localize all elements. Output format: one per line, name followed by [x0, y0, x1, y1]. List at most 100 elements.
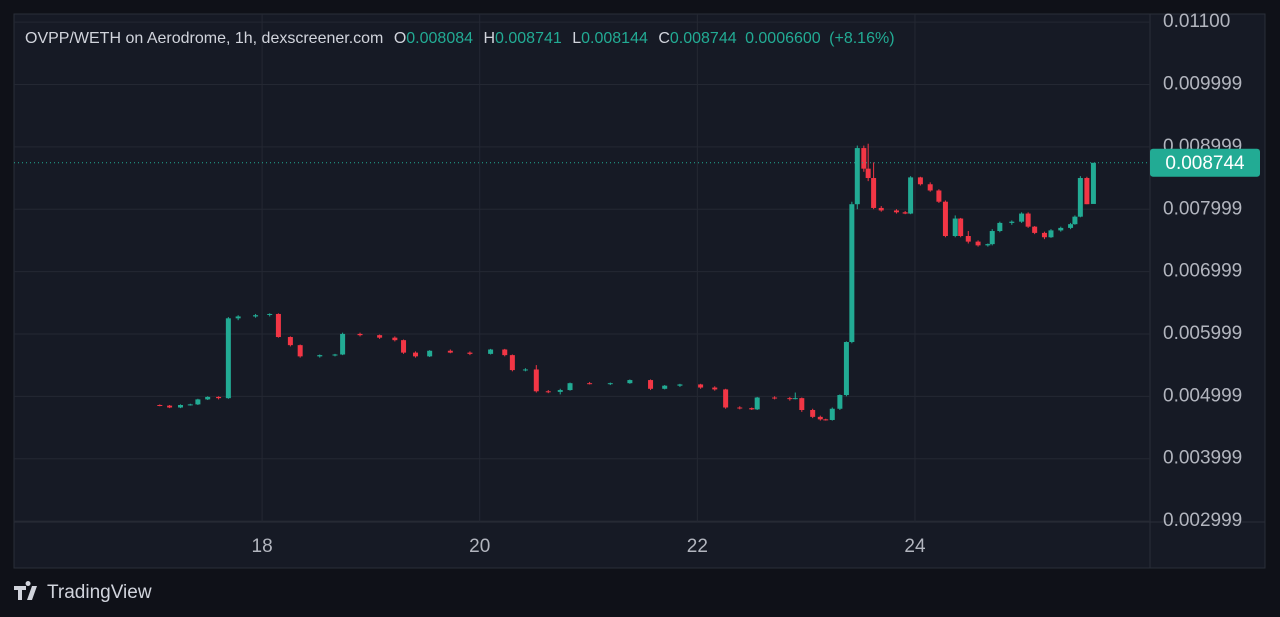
candle-body [712, 387, 718, 390]
candle-body [357, 333, 363, 336]
candle-body [392, 337, 398, 341]
candle-body [878, 207, 884, 211]
candle-body [195, 399, 201, 405]
x-tick-label: 24 [904, 536, 926, 557]
candle-body [1077, 178, 1083, 217]
candle-body [861, 148, 867, 169]
candle-body [871, 178, 877, 208]
candle-body [698, 384, 704, 388]
candle-body [792, 398, 798, 400]
candle-body [1032, 226, 1038, 233]
candle-body [467, 352, 473, 354]
candle-body [927, 184, 933, 191]
candle-body [1041, 232, 1047, 238]
candle-body [917, 177, 923, 185]
candle-body [723, 389, 729, 408]
candle-body [287, 337, 293, 346]
last-price-badge [1150, 148, 1260, 177]
header-high-label: H [483, 30, 495, 47]
x-tick-label: 20 [469, 536, 490, 557]
candle-body [958, 218, 964, 237]
candle-body [975, 241, 981, 246]
candle-body [340, 333, 346, 355]
brand-logo: TradingView [14, 581, 152, 603]
candle-body [662, 385, 668, 389]
candle-body [509, 355, 515, 371]
candle-body [275, 313, 281, 338]
candle-body [942, 201, 948, 237]
candle-body [216, 396, 222, 399]
candle-body [893, 210, 899, 213]
grid [14, 14, 1150, 522]
candle-body [1090, 162, 1096, 204]
last-price-label: 0.008744 [1165, 153, 1245, 174]
candle-body [787, 398, 793, 400]
candle-body [837, 395, 843, 409]
candle-body [799, 398, 805, 410]
header-low: 0.008144 [581, 30, 648, 47]
candle-body [587, 383, 593, 385]
candle-body [1048, 230, 1054, 238]
candle-body [567, 383, 573, 391]
header-change: 0.0006600 [745, 30, 821, 47]
candle-body [989, 231, 995, 245]
candle-body [522, 369, 528, 371]
y-tick-label: 0.002999 [1163, 510, 1242, 531]
header-open-label: O [394, 30, 406, 47]
candle-body [317, 355, 323, 357]
candle-body [1009, 221, 1015, 223]
candle-body [427, 350, 433, 357]
candle-body [817, 416, 823, 420]
candle-body [332, 354, 338, 356]
candle-body [607, 383, 613, 385]
candle-body [997, 222, 1003, 232]
candle-body [737, 407, 743, 409]
candle-body [772, 397, 778, 399]
y-tick-label: 0.005999 [1163, 323, 1242, 344]
candle-body [849, 204, 855, 343]
y-tick-label: 0.007999 [1163, 198, 1242, 219]
header-open: 0.008084 [406, 30, 473, 47]
candle-body [447, 350, 453, 353]
candle-body [297, 345, 303, 357]
candle-body [854, 148, 860, 205]
candle-body [810, 409, 816, 417]
candle-body [865, 168, 871, 179]
candle-body [267, 313, 273, 315]
candle-body [965, 236, 971, 242]
candle-body [952, 218, 958, 237]
candle-body [545, 391, 551, 393]
candle-body [1072, 216, 1078, 225]
candle-body [177, 405, 183, 408]
chart-header: OVPP/WETH on Aerodrome, 1h, dexscreener.… [25, 30, 895, 47]
candle-body [627, 380, 633, 384]
candle-body [557, 390, 563, 392]
y-tick-label: 0.006999 [1163, 261, 1242, 282]
candle-body [985, 244, 991, 246]
candles [157, 143, 1096, 421]
x-tick-label: 22 [687, 536, 708, 557]
y-tick-label: 0.004999 [1163, 385, 1242, 406]
candle-body [1058, 227, 1064, 231]
y-tick-label: 0.009999 [1163, 74, 1242, 95]
candle-body [377, 335, 383, 338]
y-tick-label: 0.01100 [1163, 11, 1230, 32]
candle-body [157, 405, 163, 407]
brand-icon [14, 581, 37, 600]
candle-body [253, 315, 259, 317]
candle-body [648, 380, 654, 389]
candle-body [677, 384, 683, 386]
candle-body [902, 212, 908, 214]
header-close: 0.008744 [670, 30, 737, 47]
candle-body [749, 408, 755, 410]
candle-body [235, 316, 241, 319]
candle-body [1019, 213, 1025, 222]
chart-frame [13, 13, 1266, 569]
candle-body [167, 405, 173, 408]
candle-body [488, 349, 494, 354]
candle-body [413, 352, 419, 357]
candle-body [533, 369, 539, 392]
header-close-label: C [658, 30, 670, 47]
